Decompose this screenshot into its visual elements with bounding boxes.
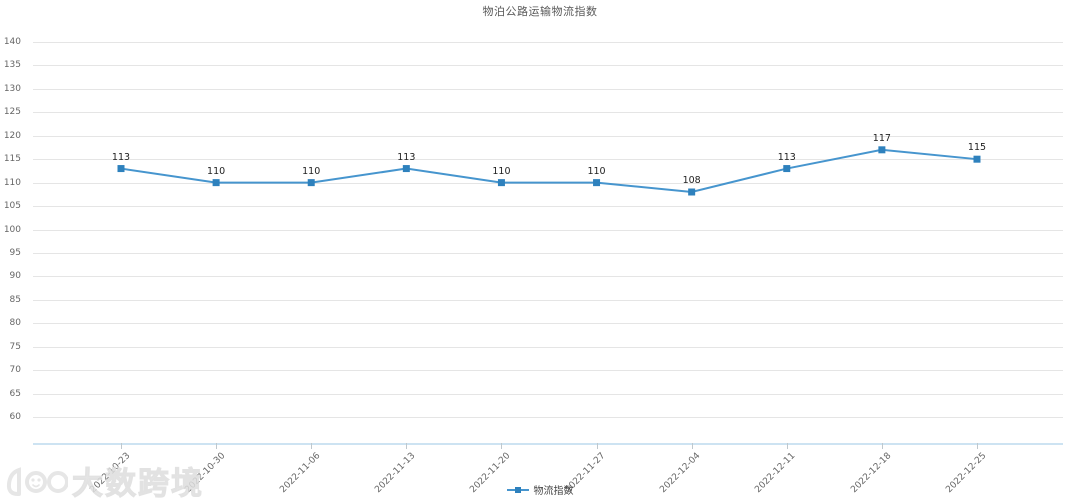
x-axis-tick	[121, 443, 122, 449]
data-point-label: 113	[777, 151, 796, 163]
data-point-marker[interactable]	[402, 165, 410, 173]
grid-line	[33, 346, 1063, 348]
y-axis-tick-label: 100	[3, 224, 21, 235]
data-point-label: 108	[682, 175, 701, 186]
x-axis-line	[33, 443, 1063, 445]
x-axis-tick	[311, 443, 313, 449]
data-point-marker[interactable]	[878, 146, 886, 154]
legend-line-marker-icon	[506, 486, 529, 494]
y-axis-tick-label: 125	[3, 107, 21, 118]
y-axis-tick-label: 130	[3, 83, 21, 94]
data-point-marker[interactable]	[497, 179, 505, 187]
data-point-marker[interactable]	[783, 165, 791, 173]
y-axis-tick-label: 90	[9, 271, 21, 282]
grid-line	[33, 206, 1063, 208]
legend-item[interactable]: 物流指数	[0, 482, 1080, 497]
data-point-marker[interactable]	[593, 179, 601, 187]
grid-line	[33, 112, 1063, 114]
grid-line	[33, 42, 1063, 43]
x-axis-tick	[406, 443, 408, 449]
x-axis-tick	[786, 443, 788, 449]
grid-line	[33, 299, 1063, 301]
x-axis-tick	[596, 443, 598, 449]
y-axis-tick-label: 120	[3, 130, 21, 141]
y-axis-tick-label: 95	[9, 247, 21, 258]
data-point-label: 110	[207, 165, 226, 177]
grid-line	[33, 65, 1063, 67]
x-axis-tick	[216, 443, 218, 449]
y-axis-tick-label: 65	[9, 388, 21, 399]
x-axis-tick	[501, 443, 503, 449]
y-axis-tick-label: 105	[3, 201, 21, 212]
x-axis-tick	[691, 443, 693, 449]
data-point-marker[interactable]	[307, 179, 315, 187]
data-point-marker[interactable]	[117, 165, 125, 173]
grid-line	[33, 393, 1063, 395]
grid-line	[33, 229, 1063, 231]
grid-line	[33, 417, 1063, 418]
grid-line	[33, 135, 1063, 137]
legend-label: 物流指数	[533, 486, 574, 497]
grid-line	[33, 276, 1063, 278]
grid-line	[33, 182, 1063, 184]
grid-line	[33, 323, 1063, 325]
data-point-label: 117	[872, 132, 891, 144]
data-point-label: 113	[111, 151, 131, 163]
x-axis-tick	[976, 443, 978, 449]
data-point-label: 113	[397, 151, 416, 163]
y-axis-tick-label: 140	[3, 37, 21, 47]
y-axis-tick-label: 80	[9, 318, 21, 329]
data-point-marker[interactable]	[973, 155, 981, 163]
chart-title: 物泊公路运输物流指数	[482, 5, 598, 18]
data-point-marker[interactable]	[212, 179, 220, 187]
y-axis-tick-label: 85	[9, 294, 21, 305]
y-axis-tick-label: 75	[9, 341, 21, 352]
grid-line	[33, 159, 1063, 161]
data-point-label: 110	[492, 165, 511, 177]
grid-line	[33, 252, 1063, 254]
y-axis-tick-label: 70	[9, 365, 21, 376]
series-line	[120, 148, 978, 194]
data-point-label: 110	[302, 165, 321, 177]
data-point-marker[interactable]	[688, 188, 696, 196]
data-point-label: 115	[967, 142, 987, 154]
grid-line	[33, 370, 1063, 372]
y-axis-tick-label: 135	[3, 60, 21, 71]
y-axis-tick-label: 60	[9, 412, 21, 422]
data-point-label: 110	[587, 165, 606, 177]
grid-line	[33, 88, 1063, 90]
x-axis-tick	[881, 443, 883, 449]
legend-square	[514, 486, 521, 493]
y-axis-tick-label: 110	[3, 177, 21, 188]
y-axis-tick-label: 115	[3, 154, 21, 165]
